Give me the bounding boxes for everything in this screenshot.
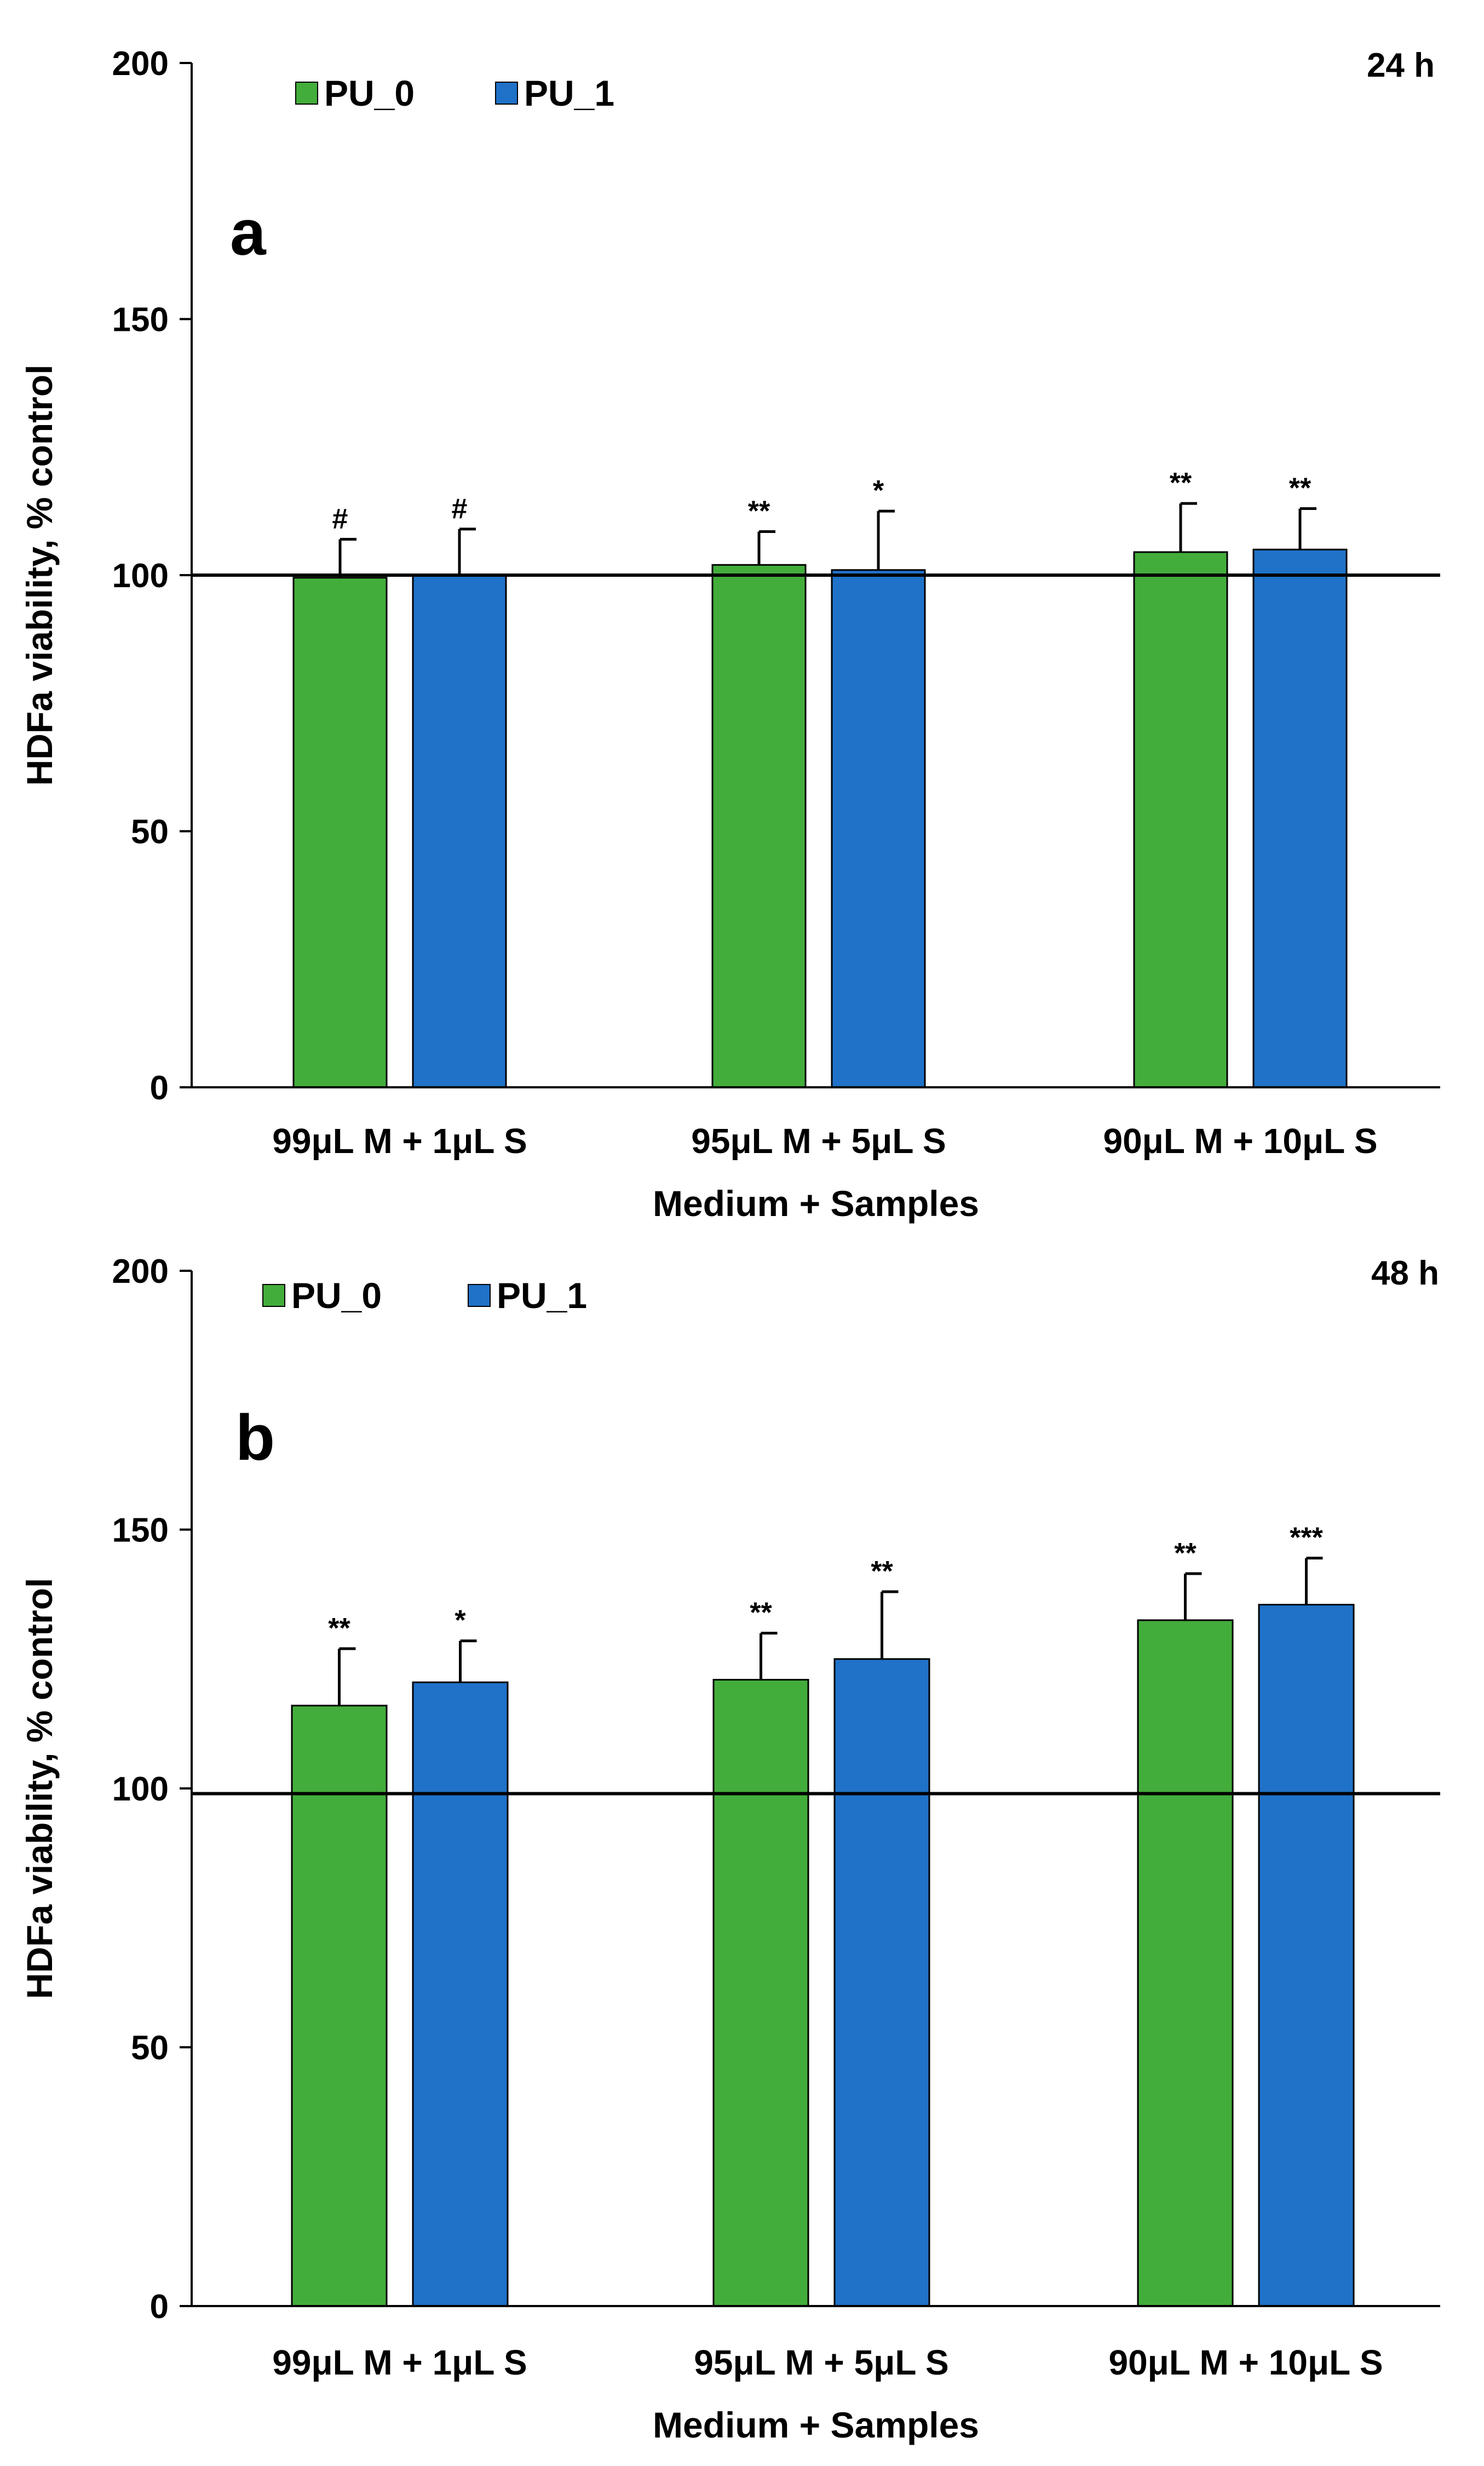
panel-label: b [235,1402,275,1474]
bar [1133,551,1228,1088]
significance-label: ** [328,1613,350,1644]
time-label: 48 h [1371,1254,1439,1292]
significance-label: ** [748,496,770,527]
bar [412,1681,509,2307]
legend-swatch [495,82,518,105]
y-tick-label: 200 [112,45,169,83]
bar [291,1705,388,2307]
panel-label: a [230,197,267,269]
bar [833,1658,930,2307]
bar [292,577,388,1088]
y-tick-label: 50 [131,2029,169,2067]
bar [1258,1604,1355,2307]
y-tick-label: 0 [150,1069,169,1107]
significance-label: ** [1170,467,1192,499]
significance-label: * [873,475,884,507]
x-axis-title: Medium + Samples [653,2405,979,2445]
legend-label: PU_1 [524,73,614,113]
bar [1137,1619,1234,2307]
y-tick-label: 0 [150,2288,169,2326]
legend-label: PU_0 [324,73,415,113]
x-tick-label: 95μL M + 5μL S [694,2343,948,2382]
y-tick-label: 100 [112,1770,169,1808]
x-tick-label: 90μL M + 10μL S [1103,1121,1377,1161]
y-tick-label: 50 [131,813,169,851]
legend-swatch [295,82,318,105]
y-axis-title: HDFa viability, % control [19,1578,60,1999]
y-tick-label: 150 [112,1512,169,1550]
x-axis-title: Medium + Samples [653,1183,979,1224]
x-tick-label: 90μL M + 10μL S [1108,2343,1383,2382]
bar [712,1679,809,2307]
significance-label: # [452,493,468,525]
x-tick-label: 99μL M + 1μL S [272,1121,527,1161]
legend-swatch [468,1284,491,1307]
significance-label: *** [1290,1522,1323,1553]
significance-label: ** [750,1597,772,1629]
bar [1252,548,1348,1088]
time-label: 24 h [1367,47,1435,84]
bar [711,564,807,1088]
significance-label: * [455,1605,466,1637]
y-tick-label: 200 [112,1253,169,1291]
significance-label: ** [1289,472,1312,504]
legend-swatch [262,1284,285,1307]
significance-label: # [332,503,348,535]
y-axis-title: HDFa viability, % control [19,365,60,786]
x-tick-label: 95μL M + 5μL S [691,1121,946,1161]
legend-label: PU_0 [291,1275,382,1316]
y-tick-label: 100 [112,557,169,595]
bar [412,574,507,1088]
y-tick-label: 150 [112,301,169,339]
legend: PU_0 PU_1 [262,1275,587,1316]
legend: PU_0 PU_1 [295,73,614,113]
significance-label: ** [1174,1538,1197,1569]
x-tick-label: 99μL M + 1μL S [272,2343,527,2382]
legend-label: PU_1 [497,1275,587,1316]
bar [831,569,926,1088]
significance-label: ** [871,1556,893,1587]
